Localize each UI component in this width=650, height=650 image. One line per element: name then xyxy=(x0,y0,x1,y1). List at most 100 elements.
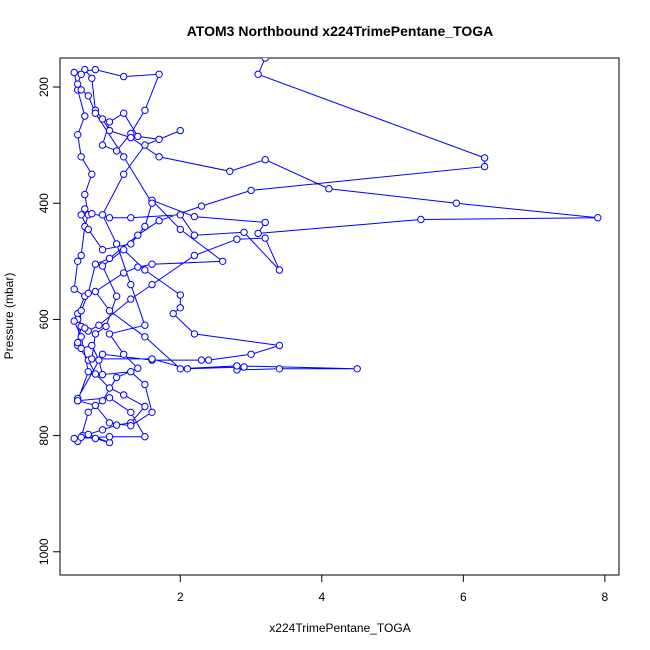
data-point xyxy=(98,350,107,358)
data-point xyxy=(120,391,128,399)
data-point xyxy=(240,363,248,371)
data-point xyxy=(197,356,206,364)
data-point xyxy=(148,408,156,416)
data-point xyxy=(84,408,93,416)
data-point xyxy=(105,214,114,222)
data-point xyxy=(98,262,107,270)
data-point xyxy=(452,199,460,207)
data-point xyxy=(233,235,241,243)
data-point xyxy=(102,322,110,331)
data-point xyxy=(105,433,114,441)
data-point xyxy=(148,355,156,363)
data-point xyxy=(275,341,284,350)
y-tick-label: 400 xyxy=(37,193,51,213)
data-point xyxy=(84,92,93,100)
data-point xyxy=(127,368,135,376)
data-point xyxy=(190,330,199,338)
chart-title: ATOM3 Northbound x224TrimePentane_TOGA xyxy=(187,23,494,39)
data-point xyxy=(84,430,93,439)
data-point xyxy=(120,170,128,178)
data-point xyxy=(141,321,149,329)
data-point xyxy=(233,362,241,370)
data-point xyxy=(480,162,489,171)
data-point xyxy=(127,214,135,222)
data-point xyxy=(74,397,82,405)
data-point xyxy=(141,380,149,389)
data-point xyxy=(77,70,85,79)
data-point xyxy=(70,285,78,293)
data-point xyxy=(176,126,185,135)
data-point xyxy=(325,185,333,193)
data-point xyxy=(70,317,78,325)
data-point xyxy=(98,370,107,379)
data-point xyxy=(261,58,269,62)
data-point xyxy=(74,257,82,265)
y-tick-label: 800 xyxy=(37,425,51,445)
data-point xyxy=(91,370,100,378)
data-point xyxy=(112,373,121,382)
data-point xyxy=(134,263,142,271)
data-point xyxy=(112,147,121,155)
data-point xyxy=(98,141,107,149)
data-point xyxy=(148,280,156,289)
data-point xyxy=(88,210,96,218)
data-point xyxy=(74,80,82,88)
data-point xyxy=(112,421,121,429)
data-point xyxy=(176,225,185,234)
data-point xyxy=(134,231,142,239)
data-point xyxy=(127,133,135,142)
data-point xyxy=(77,153,85,161)
y-axis-label: Pressure (mbar) xyxy=(2,273,16,360)
data-point xyxy=(127,240,135,248)
data-point xyxy=(169,309,177,318)
data-point xyxy=(88,341,96,350)
data-point xyxy=(120,72,128,81)
data-point xyxy=(91,434,100,443)
data-point xyxy=(197,202,206,210)
data-point xyxy=(77,307,85,315)
data-point xyxy=(176,304,185,312)
data-point xyxy=(127,295,135,303)
data-point xyxy=(98,246,107,254)
data-point xyxy=(98,397,107,405)
data-point xyxy=(141,333,149,341)
data-point xyxy=(226,167,234,176)
data-point xyxy=(91,330,100,338)
data-point xyxy=(81,324,89,332)
data-point xyxy=(95,321,103,329)
data-point xyxy=(141,402,149,411)
data-point xyxy=(141,266,149,274)
data-point xyxy=(183,365,192,373)
data-point xyxy=(74,131,82,139)
data-point xyxy=(88,355,96,363)
series-layer xyxy=(70,58,602,447)
data-point xyxy=(74,338,82,347)
x-axis-label: x224TrimePentane_TOGA xyxy=(269,621,410,635)
x-tick-label: 8 xyxy=(602,590,609,604)
data-point xyxy=(120,153,128,161)
data-point xyxy=(105,254,114,263)
x-tick-label: 4 xyxy=(318,590,325,604)
data-point xyxy=(247,350,255,358)
data-point xyxy=(112,292,121,300)
data-point xyxy=(190,251,199,260)
data-point xyxy=(134,364,142,372)
data-point xyxy=(77,251,85,260)
data-point xyxy=(91,65,100,74)
data-point xyxy=(77,86,85,94)
data-point xyxy=(190,231,199,239)
data-point xyxy=(254,70,262,79)
data-point xyxy=(127,408,135,416)
y-tick-label: 1000 xyxy=(37,538,51,565)
data-point xyxy=(155,153,163,161)
data-point xyxy=(91,287,100,296)
data-point xyxy=(105,126,114,135)
x-tick-label: 6 xyxy=(460,590,467,604)
x-axis: 2 4 6 8 xyxy=(177,574,609,604)
data-point xyxy=(190,212,199,221)
data-point xyxy=(155,217,163,225)
data-point xyxy=(261,218,269,227)
data-point xyxy=(155,70,163,79)
data-point xyxy=(141,433,149,441)
